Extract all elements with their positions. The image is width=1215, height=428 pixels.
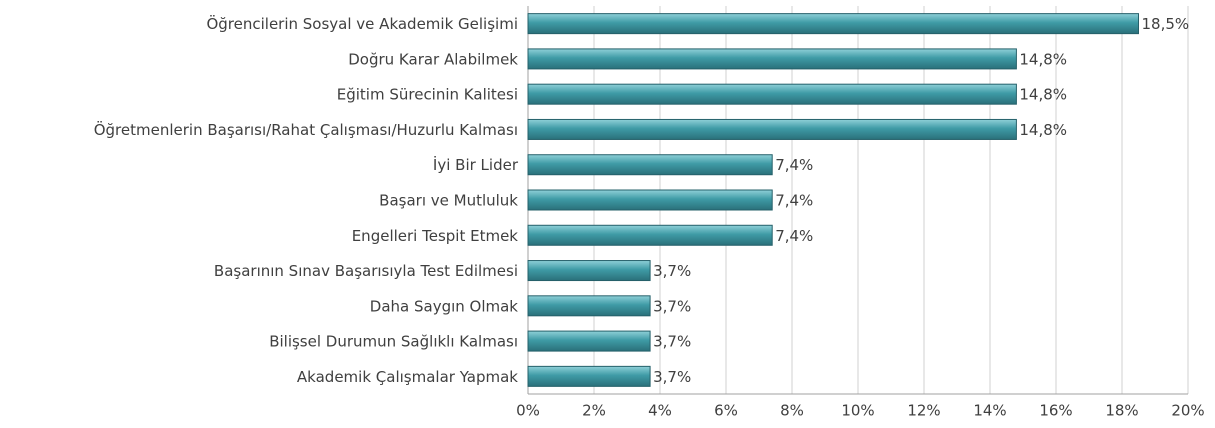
value-label: 3,7%: [653, 297, 691, 315]
y-tick-label: Eğitim Sürecinin Kalitesi: [337, 86, 518, 104]
y-tick-label: Başarı ve Mutluluk: [379, 192, 518, 210]
value-label: 14,8%: [1019, 50, 1067, 68]
x-tick-label: 16%: [1039, 402, 1072, 420]
value-label: 14,8%: [1019, 121, 1067, 139]
x-tick-label: 6%: [714, 402, 738, 420]
bar: [527, 83, 1017, 105]
y-tick-label: Doğru Karar Alabilmek: [348, 50, 518, 68]
x-tick-label: 18%: [1105, 402, 1138, 420]
value-label: 7,4%: [775, 156, 813, 174]
bar: [527, 224, 773, 246]
x-tick-label: 0%: [516, 402, 540, 420]
x-tick-label: 12%: [907, 402, 940, 420]
x-tick-label: 14%: [973, 402, 1006, 420]
bar: [527, 295, 651, 317]
bar: [527, 48, 1017, 70]
bar: [527, 118, 1017, 140]
y-tick-label: Daha Saygın Olmak: [370, 297, 519, 315]
y-tick-label: Engelleri Tespit Etmek: [352, 227, 519, 245]
x-tick-label: 2%: [582, 402, 606, 420]
x-tick-label: 10%: [841, 402, 874, 420]
y-tick-label: Bilişsel Durumun Sağlıklı Kalması: [269, 333, 518, 351]
value-label: 3,7%: [653, 333, 691, 351]
bar: [527, 189, 773, 211]
y-tick-label: Başarının Sınav Başarısıyla Test Edilmes…: [214, 262, 518, 280]
x-tick-label: 8%: [780, 402, 804, 420]
x-tick-label: 4%: [648, 402, 672, 420]
value-label: 14,8%: [1019, 86, 1067, 104]
value-label: 18,5%: [1142, 15, 1190, 33]
bar: [527, 330, 651, 352]
value-label: 7,4%: [775, 192, 813, 210]
bar: [527, 260, 651, 282]
value-label: 7,4%: [775, 227, 813, 245]
value-label: 3,7%: [653, 368, 691, 386]
y-tick-label: İyi Bir Lider: [433, 155, 519, 174]
y-tick-label: Öğrencilerin Sosyal ve Akademik Gelişimi: [206, 14, 518, 33]
bar: [527, 365, 651, 387]
bar: [527, 13, 1139, 35]
value-label: 3,7%: [653, 262, 691, 280]
bar: [527, 154, 773, 176]
y-tick-label: Akademik Çalışmalar Yapmak: [297, 368, 518, 386]
y-tick-label: Öğretmenlerin Başarısı/Rahat Çalışması/H…: [94, 120, 518, 139]
x-tick-label: 20%: [1171, 402, 1204, 420]
